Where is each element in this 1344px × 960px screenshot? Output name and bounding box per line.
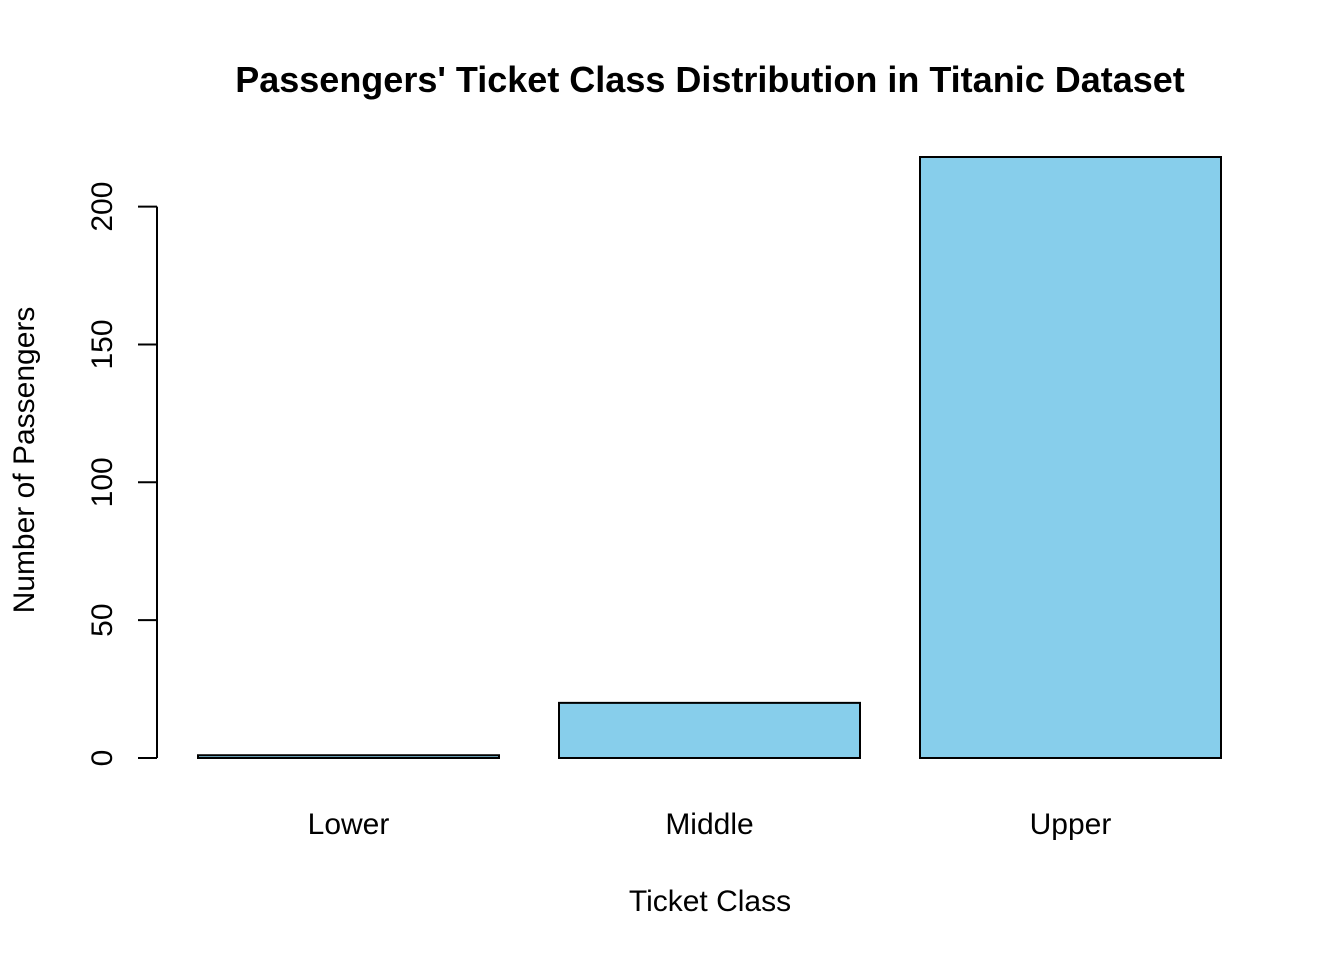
x-tick-label-upper: Upper <box>1030 808 1112 841</box>
x-axis-labels: Lower Middle Upper <box>308 808 1112 841</box>
bar-upper <box>919 156 1222 759</box>
y-tick-label: 50 <box>86 603 119 636</box>
x-tick-label-lower: Lower <box>308 808 390 841</box>
y-tick-label: 0 <box>86 750 119 767</box>
bars-group <box>197 156 1222 759</box>
bar-lower <box>197 754 500 759</box>
x-axis-title: Ticket Class <box>629 885 791 918</box>
y-tick-label: 200 <box>86 182 119 232</box>
y-tick-label: 100 <box>86 457 119 507</box>
x-tick-label-middle: Middle <box>665 808 753 841</box>
y-axis-title: Number of Passengers <box>8 307 41 614</box>
y-tick-label: 150 <box>86 319 119 369</box>
y-axis: 0 50 100 150 200 <box>86 182 158 767</box>
bar-middle <box>558 701 861 759</box>
chart-title: Passengers' Ticket Class Distribution in… <box>235 59 1185 100</box>
